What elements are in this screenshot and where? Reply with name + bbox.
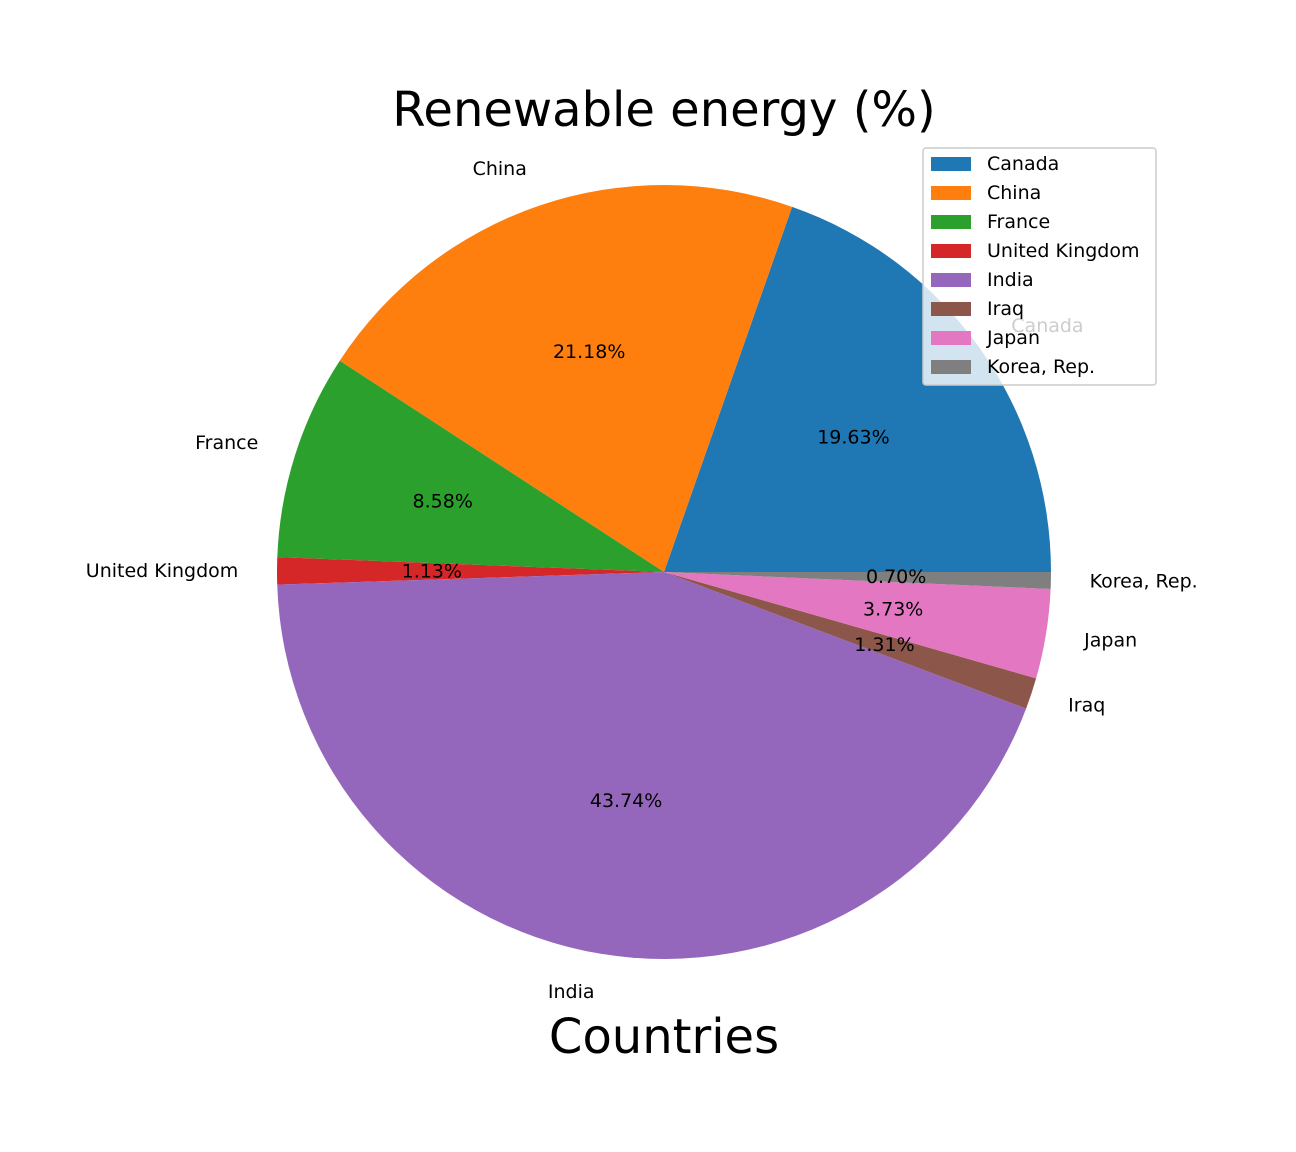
category-label-france: France <box>195 432 258 454</box>
category-label-korea-rep: Korea, Rep. <box>1090 570 1198 592</box>
legend-entries: Canada China France United Kingdom India Iraq… <box>931 153 1140 378</box>
legend-label-india: India <box>987 269 1034 291</box>
percent-label-india: 43.74% <box>590 790 662 812</box>
legend-swatch-france <box>931 215 971 229</box>
pie-slices <box>277 184 1051 960</box>
category-label-united-kingdom: United Kingdom <box>86 560 239 582</box>
pie-slice-india <box>277 572 1027 960</box>
chart-title: Renewable energy (%) <box>392 82 936 138</box>
percent-label-china: 21.18% <box>553 341 625 363</box>
percent-label-korea-rep: 0.70% <box>866 566 926 588</box>
pie-slice-china <box>339 184 793 572</box>
category-label-japan: Japan <box>1083 629 1137 651</box>
percent-label-japan: 3.73% <box>863 598 923 620</box>
legend-frame <box>922 147 1157 386</box>
pie-slice-iraq <box>664 572 1037 709</box>
legend-swatch-japan <box>931 331 971 345</box>
percent-label-canada: 19.63% <box>817 427 889 449</box>
pie-slice-canada <box>664 206 1051 572</box>
legend: Canada China France United Kingdom India Iraq… <box>922 147 1157 386</box>
pie-slice-united-kingdom <box>277 557 664 585</box>
pie-slice-france <box>277 360 664 572</box>
percentage-labels: 19.63% 21.18% 8.58% 1.13% 43.74% 1.31% 3.73% 0.… <box>402 341 927 812</box>
pie-slice-korea-rep <box>664 572 1051 590</box>
legend-swatch-iraq <box>931 302 971 316</box>
pie-slice-japan <box>664 572 1051 679</box>
legend-swatch-india <box>931 273 971 287</box>
x-axis-label: Countries <box>549 1009 779 1065</box>
legend-label-iraq: Iraq <box>987 298 1024 320</box>
legend-swatch-united-kingdom <box>931 244 971 258</box>
legend-label-france: France <box>987 211 1050 233</box>
percent-label-iraq: 1.31% <box>854 634 914 656</box>
percent-label-united-kingdom: 1.13% <box>402 560 462 582</box>
category-label-iraq: Iraq <box>1068 695 1105 717</box>
legend-swatch-canada <box>931 157 971 171</box>
legend-swatch-china <box>931 186 971 200</box>
legend-label-canada: Canada <box>987 153 1059 175</box>
percent-label-france: 8.58% <box>413 491 473 513</box>
legend-label-china: China <box>987 182 1041 204</box>
legend-label-united-kingdom: United Kingdom <box>987 240 1140 262</box>
legend-swatch-korea-rep <box>931 360 971 374</box>
legend-label-japan: Japan <box>986 327 1040 349</box>
category-label-china: China <box>473 158 527 180</box>
legend-label-korea-rep: Korea, Rep. <box>987 356 1095 378</box>
category-label-india: India <box>548 981 595 1003</box>
